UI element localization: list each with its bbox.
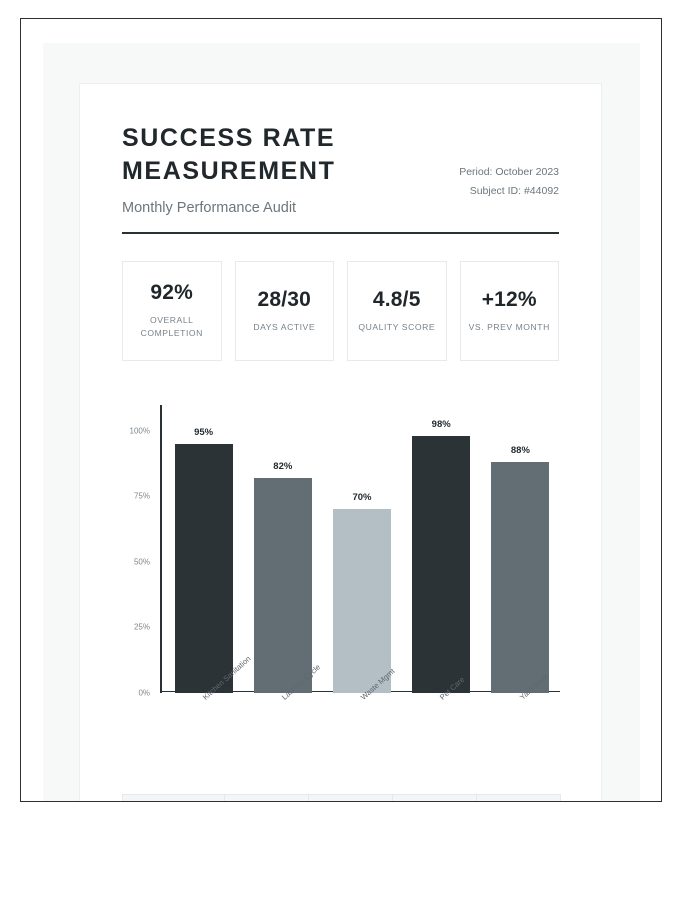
report-header-left: SUCCESS RATE MEASUREMENT Monthly Perform… — [122, 122, 377, 216]
table-col-3 — [308, 794, 394, 801]
stat-value: +12% — [481, 287, 537, 311]
table-col-success: SUCCESS — [476, 794, 561, 801]
success-rate-bar-chart: 100% 75% 50% 25% 0% 95% 82% 70% 98% 88% Kitchen … — [122, 383, 560, 703]
chart-bar-value-label: 98% — [431, 418, 451, 430]
table-col-4 — [392, 794, 478, 801]
stat-label: VS. PREV MONTH — [468, 321, 550, 332]
page-title: SUCCESS RATE MEASUREMENT — [122, 124, 336, 186]
chart-bar-group: 88% — [491, 405, 550, 693]
chart-bar-value-label: 70% — [352, 492, 372, 504]
stat-value: 28/30 — [257, 287, 312, 311]
chart-bar-group: 82% — [253, 405, 312, 693]
chart-y-tick: 50% — [133, 557, 150, 567]
table-col-2 — [224, 794, 310, 801]
meta-period: Period: October 2023 — [459, 166, 559, 178]
stat-card-quality-score: 4.8/5 QUALITY SCORE — [347, 260, 447, 361]
chart-bar[interactable] — [174, 443, 233, 693]
app-window-frame: SUCCESS RATE MEASUREMENT Monthly Perform… — [20, 18, 662, 802]
chart-y-tick: 100% — [129, 426, 150, 436]
stat-value: 4.8/5 — [372, 287, 421, 311]
chart-y-tick: 0% — [138, 688, 150, 697]
chart-bar-group: 98% — [412, 405, 471, 693]
chart-bar[interactable] — [253, 477, 312, 693]
stat-card-days-active: 28/30 DAYS ACTIVE — [234, 260, 334, 361]
stat-value: 92% — [150, 281, 194, 305]
report-header: SUCCESS RATE MEASUREMENT Monthly Perform… — [122, 122, 559, 216]
chart-bar[interactable] — [333, 509, 391, 693]
report-subtitle: Monthly Performance Audit — [122, 199, 297, 216]
chart-y-axis-labels: 100% 75% 50% 25% 0% — [122, 405, 154, 697]
chart-bar[interactable] — [412, 435, 471, 693]
chart-plot-area: 95% 82% 70% 98% 88% — [164, 405, 560, 693]
report-meta: Period: October 2023 Subject ID: #44092 — [454, 122, 559, 200]
stat-label: OVERALL COMPLETION — [140, 315, 203, 338]
meta-subject-id: Subject ID: #44092 — [469, 184, 559, 197]
report-sheet: SUCCESS RATE MEASUREMENT Monthly Perform… — [79, 83, 602, 801]
stat-card-vs-prev-month: +12% VS. PREV MONTH — [459, 260, 559, 361]
kpi-stats-row: 92% OVERALL COMPLETION 28/30 DAYS ACTIVE… — [122, 260, 559, 361]
stat-label: QUALITY SCORE — [358, 321, 436, 332]
chart-bar-group: 70% — [333, 405, 391, 693]
chart-bar-value-label: 82% — [273, 460, 293, 472]
chart-bar-value-label: 88% — [510, 445, 530, 457]
stat-card-overall-completion: 92% OVERALL COMPLETION — [122, 260, 222, 361]
chart-bar-group: 95% — [174, 405, 233, 693]
chart-y-tick: 75% — [133, 491, 150, 501]
header-divider — [122, 231, 559, 234]
chart-y-tick: 25% — [133, 622, 150, 632]
table-col-chore: CHORE — [121, 794, 226, 801]
table-header-row: CHORE SUCCESS — [121, 794, 561, 801]
chart-bar-value-label: 95% — [194, 426, 214, 438]
stat-label: DAYS ACTIVE — [253, 321, 316, 332]
chart-bar[interactable] — [491, 462, 550, 693]
detail-table: CHORE SUCCESS — [121, 794, 561, 801]
chart-y-axis-line — [160, 404, 163, 693]
